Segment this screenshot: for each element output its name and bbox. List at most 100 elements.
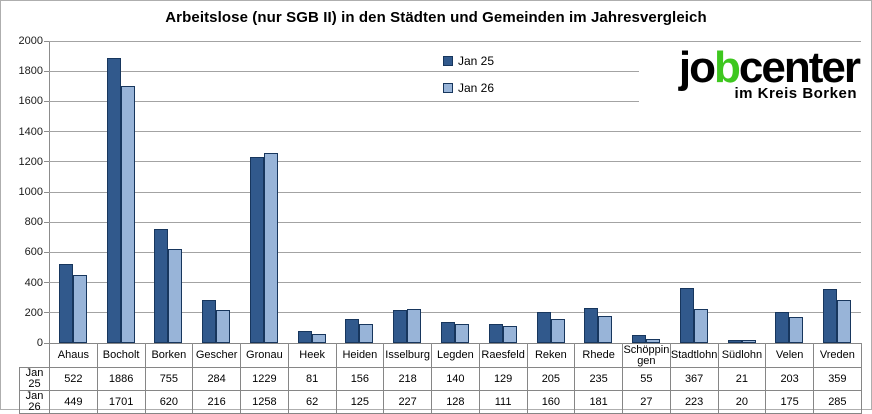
x-axis-tick (335, 343, 337, 347)
gridline (49, 100, 861, 102)
gridline (49, 312, 861, 314)
logo-text-jo: jo (678, 43, 716, 92)
y-axis-label: 0 (36, 337, 43, 349)
bar-jan25-heek (297, 330, 312, 343)
logo-wordmark: jobcenter (679, 46, 861, 90)
table-header-velen: Velen (765, 343, 814, 368)
y-axis-tick (44, 191, 49, 193)
table-cell: 111 (478, 390, 528, 414)
bar-jan26-gescher (216, 310, 231, 343)
plot-area (49, 40, 861, 343)
bar-jan25-vreden (823, 288, 838, 343)
table-cell: 20 (717, 390, 767, 414)
legend-label-jan25: Jan 25 (458, 54, 495, 68)
y-axis-label: 1800 (18, 65, 43, 78)
table-cell: 522 (49, 367, 98, 391)
bar-jan26-ahaus (72, 275, 87, 343)
bar-jan26-südlohn (741, 339, 756, 343)
table-cell: 55 (622, 367, 671, 391)
x-axis-tick (717, 343, 719, 347)
table-row-label: Jan 25 (19, 367, 50, 391)
x-axis-tick (96, 343, 98, 347)
bar-jan26-rhede (598, 315, 613, 343)
legend-swatch-jan25 (443, 56, 453, 66)
bar-jan25-rhede (584, 307, 599, 343)
gridline (49, 282, 861, 284)
bar-jan26-bocholt (120, 86, 135, 343)
x-axis-tick (861, 343, 862, 347)
y-axis-label: 2000 (18, 35, 43, 47)
jobcenter-logo: jobcenter im Kreis Borken (639, 46, 863, 111)
table-cell: 223 (669, 390, 719, 414)
table-cell: 140 (431, 367, 480, 391)
y-axis-label: 400 (24, 276, 43, 289)
y-axis-tick (44, 221, 49, 223)
table-header-vreden: Vreden (813, 343, 862, 368)
legend-label-jan26: Jan 26 (458, 81, 495, 95)
table-cell: 235 (574, 367, 623, 391)
table-header-isselburg: Isselburg (383, 343, 432, 368)
table-cell: 62 (287, 390, 337, 414)
bar-jan26-vreden (837, 299, 852, 343)
y-axis-tick (44, 282, 49, 284)
bar-jan26-reken (550, 318, 565, 343)
y-axis-tick (44, 70, 49, 72)
y-axis-tick (44, 161, 49, 163)
table-cell: 181 (574, 390, 623, 414)
chart-title: Arbeitslose (nur SGB II) in den Städten … (165, 9, 707, 26)
table-cell: 203 (765, 367, 814, 391)
table-header-rhede: Rhede (574, 343, 623, 368)
x-axis-tick (144, 343, 146, 347)
y-axis-tick (44, 100, 49, 102)
x-axis-tick (287, 343, 289, 347)
table-cell: 359 (813, 367, 862, 391)
table-header-schöppingen: Schöppingen (622, 343, 671, 368)
x-axis-tick (813, 343, 815, 347)
table-cell: 1229 (240, 367, 289, 391)
bar-jan26-legden (455, 323, 469, 343)
bar-jan25-raesfeld (488, 323, 503, 343)
table-header-südlohn: Südlohn (717, 343, 767, 368)
x-axis-tick (431, 343, 433, 347)
bar-jan26-borken (168, 249, 183, 343)
table-cell: 1258 (240, 390, 289, 414)
x-axis-tick (669, 343, 671, 347)
bar-jan26-stadtlohn (693, 309, 708, 343)
table-cell: 755 (144, 367, 194, 391)
logo-text-center: center (738, 43, 861, 92)
table-cell: 218 (383, 367, 432, 391)
bar-jan26-velen (789, 316, 804, 343)
table-row-label: Jan 26 (19, 390, 50, 414)
table-cell: 205 (526, 367, 576, 391)
y-axis-label: 600 (24, 246, 43, 259)
x-axis-tick (240, 343, 242, 347)
bar-jan25-bocholt (106, 58, 121, 343)
bar-jan25-ahaus (58, 264, 73, 343)
table-cell: 175 (765, 390, 814, 414)
gridline (49, 40, 861, 42)
y-axis-label: 1400 (18, 125, 43, 138)
bar-jan25-gescher (202, 300, 217, 343)
x-axis-tick (765, 343, 767, 347)
table-header-legden: Legden (431, 343, 480, 368)
gridline (49, 191, 861, 193)
table-cell: 156 (335, 367, 385, 391)
x-axis-tick (622, 343, 624, 347)
table-cell: 160 (526, 390, 576, 414)
gridline (49, 221, 861, 223)
legend-item-jan26: Jan 26 (441, 79, 503, 97)
table-cell: 125 (335, 390, 385, 414)
bar-jan25-gronau (249, 157, 264, 343)
table-header-gescher: Gescher (192, 343, 241, 368)
bar-jan25-legden (441, 321, 455, 343)
bar-jan25-schöppingen (632, 334, 647, 343)
table-cell: 367 (669, 367, 719, 391)
table-header-raesfeld: Raesfeld (478, 343, 528, 368)
table-header-borken: Borken (144, 343, 194, 368)
table-cell: 129 (478, 367, 528, 391)
x-axis-tick (383, 343, 385, 347)
bar-jan26-heiden (359, 324, 374, 343)
chart-data-table: Ahaus Bocholt Borken Gescher Gronau Heek Heide… (19, 343, 862, 414)
table-cell: 620 (144, 390, 194, 414)
